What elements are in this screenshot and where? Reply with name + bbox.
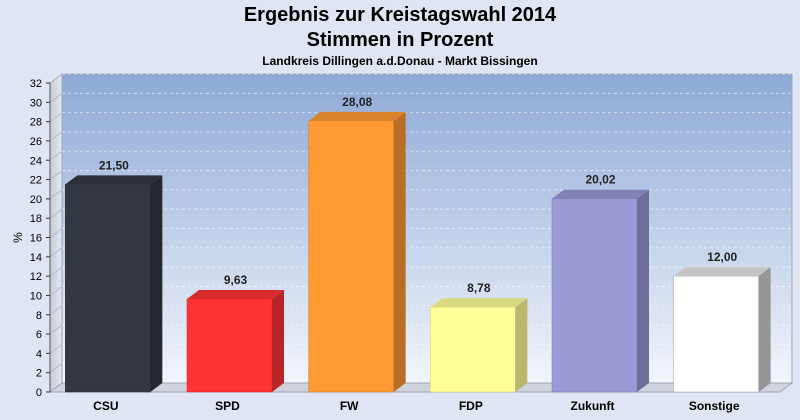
bar-side — [758, 267, 771, 392]
bar-side — [637, 189, 649, 392]
x-tick-label: SPD — [215, 399, 240, 413]
data-label: 9,63 — [224, 273, 248, 287]
data-label: 12,00 — [707, 250, 737, 264]
gridline-side — [49, 150, 63, 161]
bar — [551, 198, 638, 393]
y-tick-label: 18 — [30, 213, 42, 225]
y-tick-label: 12 — [30, 271, 42, 283]
y-tick-label: 4 — [36, 348, 42, 360]
gridline-side — [49, 343, 63, 354]
x-tick-label: Zukunft — [571, 399, 615, 413]
bar — [308, 120, 394, 393]
bar-side — [150, 175, 163, 392]
bar — [186, 298, 273, 393]
gridline-side — [49, 228, 63, 238]
y-tick-label: 32 — [30, 78, 42, 90]
y-tick-label: 22 — [30, 175, 42, 187]
chart-title: Ergebnis zur Kreistagswahl 2014 — [243, 4, 557, 26]
gridline-side — [49, 92, 63, 103]
y-tick-label: 2 — [36, 368, 42, 380]
y-tick-label: 6 — [36, 329, 42, 341]
bar — [430, 306, 516, 393]
x-tick-label: FW — [340, 399, 359, 413]
bar — [673, 275, 759, 393]
y-tick-label: 28 — [30, 117, 42, 129]
y-tick-label: 10 — [30, 290, 42, 302]
gridline-side — [49, 131, 63, 142]
x-tick-label: CSU — [93, 399, 118, 413]
y-tick-label: 8 — [36, 310, 42, 322]
y-tick-label: 26 — [30, 136, 42, 148]
y-tick-label: 30 — [30, 97, 42, 109]
bar-side — [515, 298, 528, 392]
bar-top — [65, 175, 163, 185]
y-tick-label: 24 — [30, 155, 42, 167]
y-tick-label: 20 — [30, 194, 42, 206]
bar — [65, 184, 151, 393]
gridline-side — [49, 189, 63, 200]
gridline-side — [49, 208, 63, 219]
bar-side — [393, 111, 406, 392]
x-tick-label: FDP — [459, 399, 483, 413]
gridline-side — [49, 170, 63, 180]
bar-side — [272, 290, 284, 392]
gridline-side — [49, 112, 63, 123]
gridline-side — [49, 363, 63, 374]
bar-top — [187, 290, 284, 300]
gridline-side — [49, 266, 63, 277]
chart-subtitle: Stimmen in Prozent — [306, 29, 494, 51]
data-label: 28,08 — [342, 95, 372, 109]
x-tick-label: Sonstige — [689, 399, 740, 413]
bar-top — [673, 267, 771, 277]
bar-top — [552, 189, 649, 199]
y-tick-label: 14 — [30, 252, 42, 264]
y-tick-label: 16 — [30, 233, 42, 245]
bar-top — [430, 298, 528, 308]
data-label: 21,50 — [99, 158, 129, 172]
gridline-side — [49, 324, 63, 335]
y-tick-label: 0 — [36, 387, 42, 399]
gridline-side — [49, 305, 63, 316]
gridline-side — [49, 286, 63, 296]
gridline-side — [49, 73, 63, 84]
chart-caption: Landkreis Dillingen a.d.Donau - Markt Bi… — [262, 54, 538, 68]
data-label: 20,02 — [585, 173, 615, 187]
gridline-side — [49, 247, 63, 258]
bar-top — [308, 111, 406, 121]
y-axis-label: % — [11, 232, 25, 243]
data-label: 8,78 — [467, 281, 491, 295]
